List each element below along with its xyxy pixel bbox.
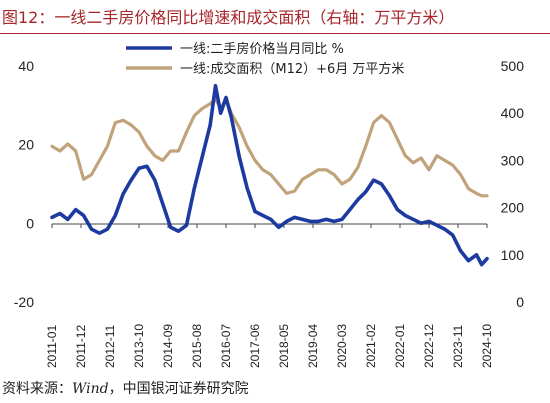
source-org: 中国银河证券研究院 <box>122 381 249 397</box>
x-tick-label: 2019-04 <box>306 324 320 368</box>
line-chart: 2011-01 2011-12 2012-11 2013-10 2014-09 2015-… <box>14 41 524 368</box>
chart-legend: 一线:二手房价格当月同比 % 一线:成交面积（M12）+6月 万平方米 <box>126 41 404 77</box>
y-right-tick-label: 300 <box>501 152 525 168</box>
source-label: 资料来源： <box>2 381 72 397</box>
y-left-tick-label: -20 <box>14 294 34 310</box>
y-right-tick-label: 200 <box>501 200 525 216</box>
x-tick-label: 2012-11 <box>103 325 117 368</box>
chart-series <box>50 83 489 267</box>
x-tick-label: 2011-01 <box>45 325 59 368</box>
y-left-tick-label: 40 <box>18 58 34 74</box>
y-left-tick-label: 0 <box>26 215 34 231</box>
figure-title: 图12：一线二手房价格同比增速和成交面积（右轴：万平方米） <box>0 0 550 34</box>
x-tick-label: 2016-07 <box>219 324 233 368</box>
source-provider: Wind <box>72 381 109 397</box>
y-right-tick-label: 0 <box>516 294 524 310</box>
source-note: 资料来源：Wind，中国银河证券研究院 <box>2 378 249 398</box>
x-tick-label: 2018-05 <box>277 324 291 368</box>
figure-title-text: 图12：一线二手房价格同比增速和成交面积（右轴：万平方米） <box>2 8 455 27</box>
y-right-tick-label: 100 <box>501 247 525 263</box>
x-tick-label: 2022-12 <box>422 324 436 368</box>
x-tick-label: 2020-03 <box>335 324 349 368</box>
x-tick-label: 2011-12 <box>74 325 88 368</box>
series-line-transaction-area <box>50 97 489 198</box>
x-tick-label: 2014-09 <box>161 324 175 368</box>
x-tick-label: 2024-10 <box>480 324 494 368</box>
x-tick-label: 2013-10 <box>132 324 146 368</box>
y-left-tick-label: 20 <box>18 137 34 153</box>
y-right-tick-label: 400 <box>501 105 525 121</box>
x-tick-label: 2022-01 <box>393 324 407 368</box>
x-tick-label: 2021-02 <box>364 324 378 368</box>
legend-entry-price-yoy-label: 一线:二手房价格当月同比 % <box>180 41 344 57</box>
x-tick-label: 2017-06 <box>248 324 262 368</box>
source-separator: ， <box>108 381 123 397</box>
chart-axes: 2011-01 2011-12 2012-11 2013-10 2014-09 2015-… <box>14 58 524 368</box>
y-right-tick-label: 500 <box>501 58 525 74</box>
legend-entry-transaction-area-label: 一线:成交面积（M12）+6月 万平方米 <box>180 61 404 77</box>
x-tick-label: 2015-08 <box>190 324 204 368</box>
series-line-price-yoy <box>50 83 489 267</box>
x-tick-label: 2023-11 <box>451 325 465 368</box>
